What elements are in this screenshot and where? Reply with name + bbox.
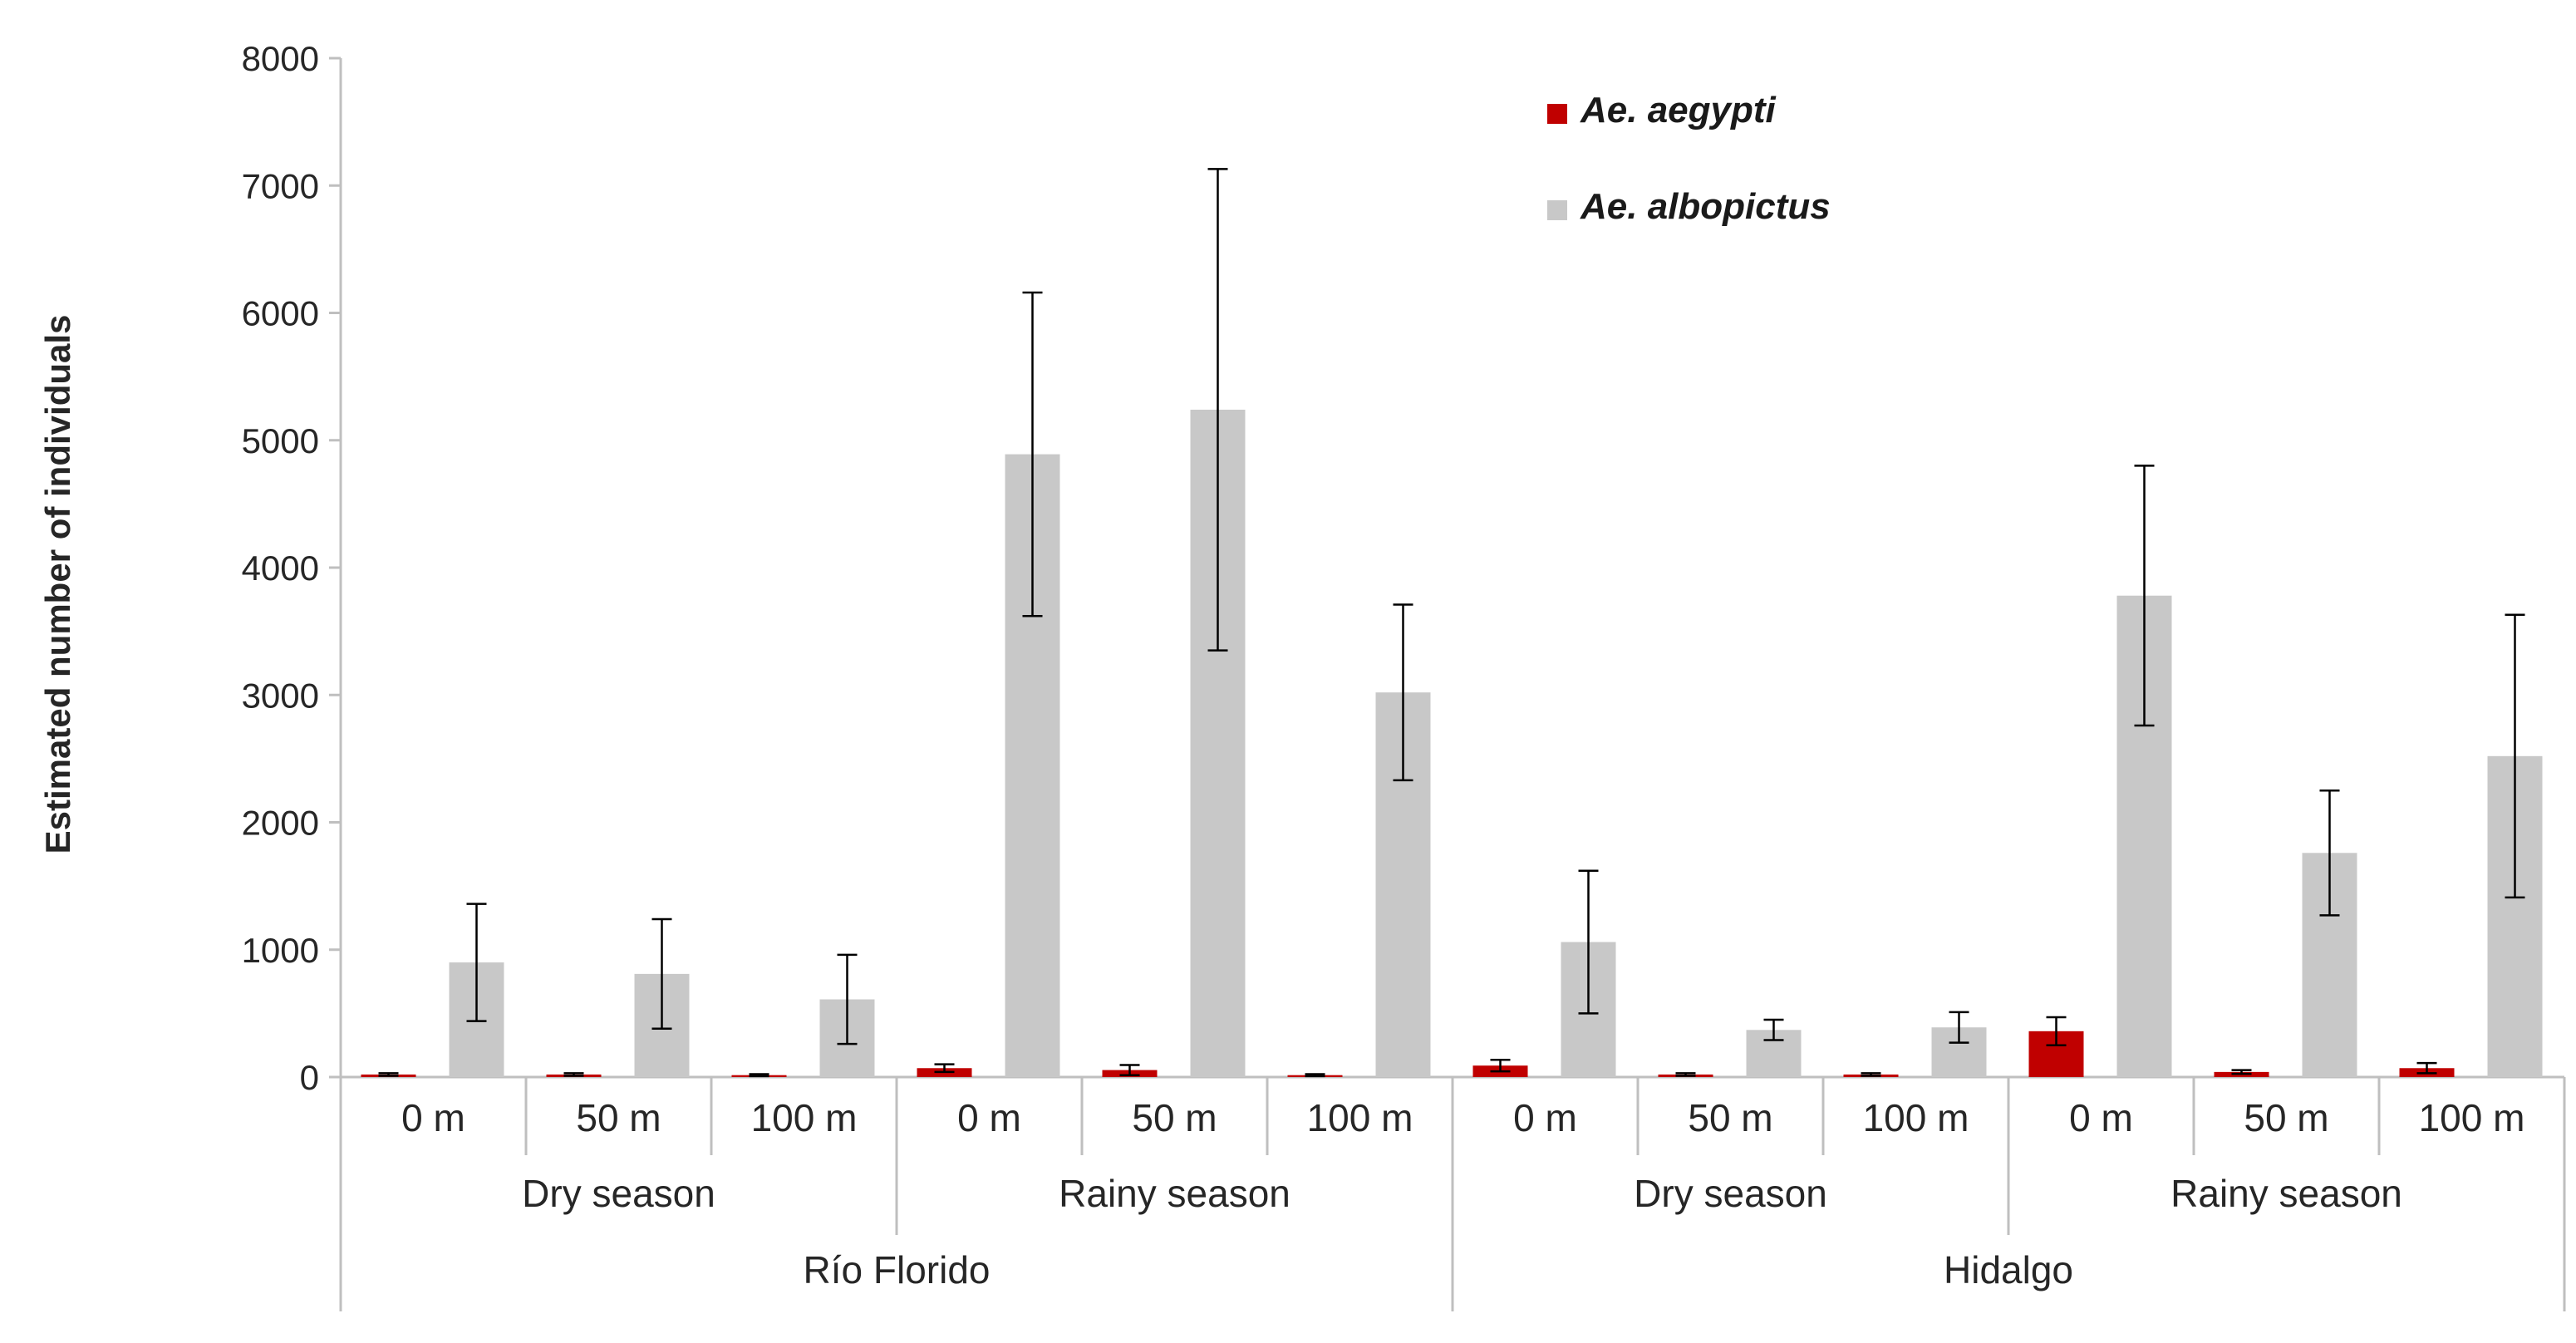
x-category-label: 100 m — [1863, 1096, 1969, 1139]
x-category-label: 100 m — [751, 1096, 858, 1139]
bars-group — [361, 409, 2543, 1078]
x-category-label: 50 m — [576, 1096, 661, 1139]
legend-swatch-aegypti — [1547, 104, 1567, 124]
x-category-label: 0 m — [1513, 1096, 1577, 1139]
y-tick-label: 3000 — [242, 676, 319, 715]
y-tick-label: 0 — [300, 1058, 319, 1097]
legend: Ae. aegypti Ae. albopictus — [1547, 90, 1831, 227]
season-group-label: Rainy season — [1059, 1172, 1290, 1215]
y-tick-label: 8000 — [242, 39, 319, 78]
legend-label-albopictus: Ae. albopictus — [1580, 186, 1831, 227]
x-category-label: 50 m — [1132, 1096, 1217, 1139]
season-group-label: Rainy season — [2170, 1172, 2402, 1215]
labels-group: 0 1000 2000 3000 4000 5000 6000 7000 8000 Estimat… — [38, 39, 2524, 1291]
axes-group — [329, 57, 2566, 1311]
legend-swatch-albopictus — [1547, 200, 1567, 220]
site-group-label: Río Florido — [804, 1248, 991, 1291]
error-bars-group — [378, 168, 2525, 1078]
y-axis-title: Estimated number of individuals — [38, 315, 77, 854]
y-tick-label: 7000 — [242, 166, 319, 205]
x-category-label: 100 m — [1307, 1096, 1413, 1139]
y-tick-label: 4000 — [242, 549, 319, 588]
x-category-label: 0 m — [957, 1096, 1021, 1139]
x-category-label: 50 m — [2244, 1096, 2328, 1139]
y-tick-label: 5000 — [242, 421, 319, 460]
season-group-label: Dry season — [1634, 1172, 1827, 1215]
x-category-label: 50 m — [1688, 1096, 1772, 1139]
x-category-label: 100 m — [2419, 1096, 2525, 1139]
site-group-label: Hidalgo — [1944, 1248, 2073, 1291]
x-category-label: 0 m — [2069, 1096, 2133, 1139]
y-tick-label: 6000 — [242, 294, 319, 333]
season-group-label: Dry season — [522, 1172, 715, 1215]
legend-label-aegypti: Ae. aegypti — [1580, 90, 1777, 130]
x-category-label: 0 m — [401, 1096, 465, 1139]
y-tick-label: 1000 — [242, 931, 319, 970]
y-tick-label: 2000 — [242, 804, 319, 843]
